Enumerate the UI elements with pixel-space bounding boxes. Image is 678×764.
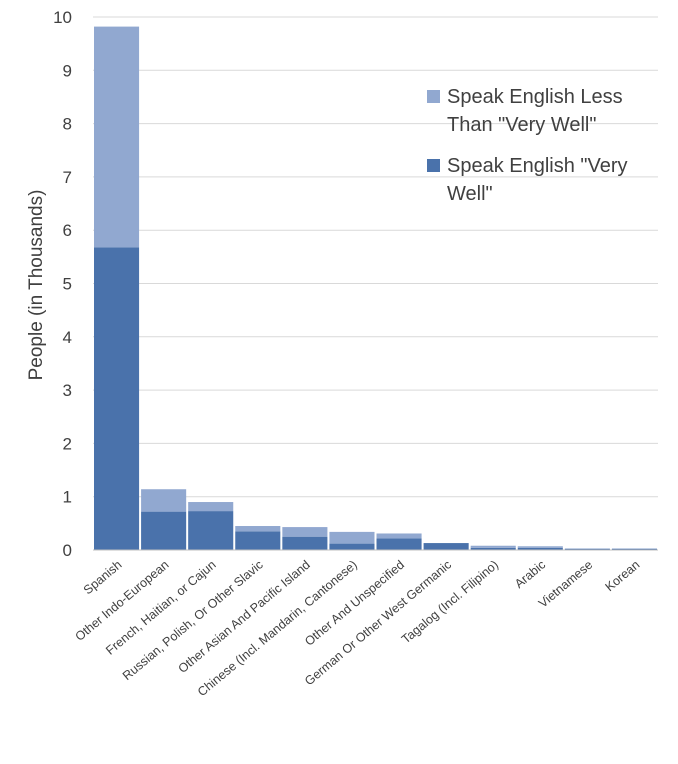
bar-segment [282, 527, 328, 537]
y-tick-label: 8 [63, 115, 72, 134]
x-tick-label: Spanish [81, 558, 125, 598]
y-tick-label: 7 [63, 168, 72, 187]
y-axis-label: People (in Thousands) [26, 190, 47, 381]
bar-segment [329, 543, 375, 550]
bar-segment [188, 502, 234, 512]
y-tick-label: 5 [63, 275, 72, 294]
bars [93, 26, 658, 551]
y-tick-label: 9 [63, 61, 72, 80]
bar-segment [235, 526, 281, 532]
bar-segment [517, 546, 563, 548]
bar-segment [611, 548, 657, 549]
bar-segment [470, 547, 516, 550]
y-tick-label: 2 [63, 434, 72, 453]
bar-segment [423, 543, 469, 550]
legend-label-line: Speak English Less [447, 86, 623, 108]
legend-swatch [427, 90, 440, 103]
bar-segment [470, 545, 516, 548]
y-tick-label: 1 [63, 488, 72, 507]
gridlines [93, 16, 658, 551]
bar-segment [141, 511, 187, 550]
bar-segment [564, 548, 610, 549]
y-tick-label: 10 [53, 8, 72, 27]
bar-segment [282, 536, 328, 550]
x-tick-label: Korean [603, 558, 643, 595]
legend-label-line: Well" [447, 183, 493, 205]
bar-segment [611, 548, 657, 550]
bar-segment [564, 548, 610, 550]
legend-swatch [427, 159, 440, 172]
bar-segment [94, 26, 140, 248]
y-tick-label: 3 [63, 381, 72, 400]
bar-segment [141, 489, 187, 512]
legend-label-line: Speak English "Very [447, 155, 628, 177]
y-tick-label: 0 [63, 541, 72, 560]
y-tick-label: 4 [63, 328, 72, 347]
legend-label: Speak English Less Than "Very Well" [447, 86, 623, 136]
bar-segment [376, 538, 422, 550]
legend-label-line: Than "Very Well" [447, 114, 596, 136]
bar-segment [235, 531, 281, 550]
bar-segment [188, 511, 234, 550]
legend-label: Speak English "Very Well" [447, 155, 628, 205]
legend: Speak English Less Than "Very Well"Speak … [427, 86, 628, 205]
x-tick-label: Arabic [512, 558, 548, 592]
bar-segment [94, 247, 140, 551]
bar-segment [517, 547, 563, 550]
bar-segment [329, 531, 375, 544]
y-tick-label: 6 [63, 221, 72, 240]
y-tick-labels: 0 1 2 3 4 5 6 7 8 9 10 [53, 8, 72, 560]
bar-segment [376, 533, 422, 539]
